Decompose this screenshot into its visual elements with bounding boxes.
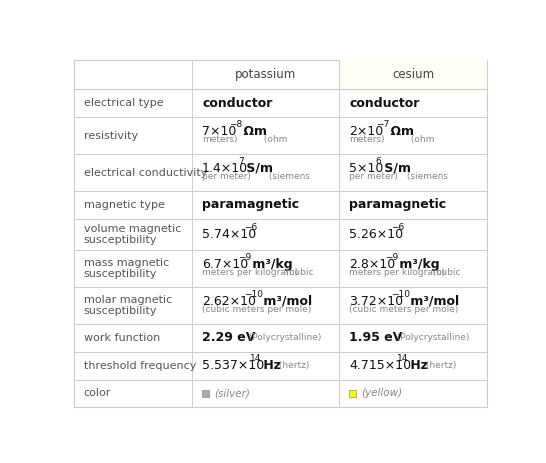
Text: (cubic meters per mole): (cubic meters per mole) bbox=[202, 305, 311, 314]
Text: threshold frequency: threshold frequency bbox=[84, 361, 196, 370]
Text: 14: 14 bbox=[250, 354, 262, 363]
Text: 4.715×10: 4.715×10 bbox=[349, 359, 411, 372]
Text: −10: −10 bbox=[391, 290, 410, 299]
Text: per meter): per meter) bbox=[349, 172, 398, 181]
Text: −6: −6 bbox=[391, 223, 405, 232]
Text: 3.72×10: 3.72×10 bbox=[349, 294, 403, 307]
Text: color: color bbox=[84, 388, 111, 399]
Text: (hertz): (hertz) bbox=[423, 361, 456, 370]
Bar bbox=[339, 60, 486, 89]
Text: 5.74×10: 5.74×10 bbox=[202, 228, 256, 241]
Text: conductor: conductor bbox=[202, 97, 272, 110]
Text: 7: 7 bbox=[238, 157, 244, 166]
Text: (cubic meters per mole): (cubic meters per mole) bbox=[349, 305, 459, 314]
Text: Hz: Hz bbox=[259, 359, 281, 372]
Text: 5×10: 5×10 bbox=[349, 162, 384, 175]
Text: −6: −6 bbox=[244, 223, 257, 232]
Text: electrical type: electrical type bbox=[84, 99, 163, 108]
Text: conductor: conductor bbox=[349, 97, 419, 110]
Text: potassium: potassium bbox=[235, 69, 296, 81]
Text: (Polycrystalline): (Polycrystalline) bbox=[390, 333, 469, 342]
Text: −9: −9 bbox=[238, 253, 251, 262]
Text: 7×10: 7×10 bbox=[202, 125, 236, 138]
Text: mass magnetic
susceptibility: mass magnetic susceptibility bbox=[84, 258, 169, 279]
Bar bbox=[349, 390, 356, 397]
Text: (siemens: (siemens bbox=[266, 172, 310, 181]
Text: S/m: S/m bbox=[242, 162, 273, 175]
Text: S/m: S/m bbox=[381, 162, 411, 175]
Text: 2.29 eV: 2.29 eV bbox=[202, 331, 256, 344]
Text: −9: −9 bbox=[385, 253, 399, 262]
Text: (yellow): (yellow) bbox=[361, 388, 403, 399]
Text: (ohm: (ohm bbox=[260, 136, 287, 144]
Text: (cubic: (cubic bbox=[283, 268, 313, 277]
Bar bbox=[202, 390, 209, 397]
Text: 5.537×10: 5.537×10 bbox=[202, 359, 264, 372]
Text: m³/kg: m³/kg bbox=[248, 258, 293, 271]
Text: 14: 14 bbox=[397, 354, 409, 363]
Text: 2.62×10: 2.62×10 bbox=[202, 294, 256, 307]
Text: magnetic type: magnetic type bbox=[84, 200, 165, 210]
Text: Ωm: Ωm bbox=[239, 125, 267, 138]
Text: (cubic: (cubic bbox=[430, 268, 460, 277]
Text: cesium: cesium bbox=[392, 69, 434, 81]
Text: 6.7×10: 6.7×10 bbox=[202, 258, 248, 271]
Text: volume magnetic
susceptibility: volume magnetic susceptibility bbox=[84, 224, 181, 245]
Text: (silver): (silver) bbox=[215, 388, 250, 399]
Text: 2×10: 2×10 bbox=[349, 125, 383, 138]
Text: paramagnetic: paramagnetic bbox=[349, 198, 446, 212]
Text: Hz: Hz bbox=[406, 359, 428, 372]
Text: electrical conductivity: electrical conductivity bbox=[84, 168, 207, 177]
Text: −10: −10 bbox=[244, 290, 263, 299]
Text: meters per kilogram): meters per kilogram) bbox=[202, 268, 298, 277]
Text: (hertz): (hertz) bbox=[276, 361, 310, 370]
Text: m³/mol: m³/mol bbox=[406, 294, 459, 307]
Text: work function: work function bbox=[84, 332, 160, 343]
Text: 1.4×10: 1.4×10 bbox=[202, 162, 248, 175]
Text: meters): meters) bbox=[349, 136, 385, 144]
Text: meters per kilogram): meters per kilogram) bbox=[349, 268, 446, 277]
Text: Ωm: Ωm bbox=[386, 125, 414, 138]
Text: 5.26×10: 5.26×10 bbox=[349, 228, 403, 241]
Text: −8: −8 bbox=[229, 120, 242, 129]
Text: (Polycrystalline): (Polycrystalline) bbox=[244, 333, 322, 342]
Text: meters): meters) bbox=[202, 136, 238, 144]
Text: (siemens: (siemens bbox=[405, 172, 448, 181]
Text: 1.95 eV: 1.95 eV bbox=[349, 331, 402, 344]
Text: m³/kg: m³/kg bbox=[395, 258, 440, 271]
Text: 6: 6 bbox=[376, 157, 382, 166]
Text: m³/mol: m³/mol bbox=[259, 294, 312, 307]
Text: resistivity: resistivity bbox=[84, 131, 138, 141]
Text: per meter): per meter) bbox=[202, 172, 251, 181]
Text: (ohm: (ohm bbox=[408, 136, 434, 144]
Text: molar magnetic
susceptibility: molar magnetic susceptibility bbox=[84, 294, 172, 316]
Text: paramagnetic: paramagnetic bbox=[202, 198, 299, 212]
Text: 2.8×10: 2.8×10 bbox=[349, 258, 395, 271]
Text: −7: −7 bbox=[376, 120, 389, 129]
